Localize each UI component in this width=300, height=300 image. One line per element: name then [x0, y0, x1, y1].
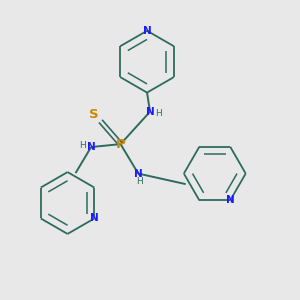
- Text: N: N: [226, 195, 235, 205]
- Text: N: N: [134, 169, 142, 178]
- Text: S: S: [89, 108, 99, 121]
- Text: H: H: [155, 109, 162, 118]
- Text: N: N: [87, 142, 95, 152]
- Text: N: N: [90, 214, 99, 224]
- Text: P: P: [116, 138, 125, 151]
- Text: H: H: [136, 177, 143, 186]
- Text: N: N: [146, 107, 154, 117]
- Text: N: N: [143, 26, 152, 36]
- Text: H: H: [80, 141, 86, 150]
